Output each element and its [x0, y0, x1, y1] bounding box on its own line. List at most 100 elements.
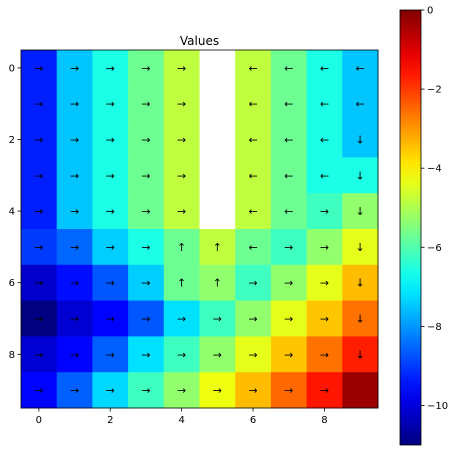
heatmap-cell	[342, 121, 379, 158]
heatmap-cell	[128, 336, 165, 373]
x-axis: 0 2 4 6 8	[36, 408, 328, 426]
heatmap-cell	[342, 264, 379, 301]
heatmap-cell	[56, 264, 93, 301]
x-tick-label: 8	[321, 415, 327, 426]
heatmap-cell	[56, 336, 93, 373]
policy-arrow: →	[106, 205, 115, 218]
heatmap-cell	[235, 121, 272, 158]
heatmap-cell	[21, 229, 58, 266]
heatmap-cell	[306, 50, 343, 87]
policy-arrow: →	[284, 313, 293, 326]
policy-arrow: →	[34, 62, 43, 75]
heatmap-cell	[270, 336, 307, 373]
policy-arrow: ←	[284, 98, 293, 111]
y-tick-label: 4	[9, 207, 15, 218]
heatmap-cell	[235, 193, 272, 230]
heatmap-cell	[306, 157, 343, 194]
policy-arrow: →	[320, 205, 329, 218]
heatmap-cell	[270, 300, 307, 337]
heatmap-cell	[199, 264, 236, 301]
policy-arrow: →	[34, 384, 43, 397]
heatmap-cell	[163, 50, 200, 87]
policy-arrow: →	[248, 384, 257, 397]
policy-arrow: →	[177, 169, 186, 182]
policy-arrow: →	[34, 205, 43, 218]
policy-arrow: →	[106, 134, 115, 147]
heatmap-cell	[163, 85, 200, 122]
policy-arrow: →	[248, 348, 257, 361]
policy-arrow: →	[70, 62, 79, 75]
y-tick-label: 2	[9, 135, 15, 146]
policy-arrow: →	[177, 384, 186, 397]
policy-arrow: →	[70, 313, 79, 326]
heatmap-cell	[21, 264, 58, 301]
heatmap-cell	[163, 372, 200, 409]
policy-arrow: →	[177, 313, 186, 326]
policy-arrow: →	[70, 348, 79, 361]
heatmap-cell	[163, 300, 200, 337]
policy-arrow: →	[177, 348, 186, 361]
policy-arrow: ←	[248, 134, 257, 147]
heatmap-cell	[199, 121, 236, 158]
heatmap-cell	[270, 157, 307, 194]
colorbar	[400, 10, 421, 445]
heatmap-cell	[128, 85, 165, 122]
heatmap-cell	[270, 264, 307, 301]
heatmap-cell	[128, 193, 165, 230]
policy-arrow: ↓	[356, 134, 365, 147]
policy-arrow: →	[213, 313, 222, 326]
policy-arrow: →	[70, 169, 79, 182]
policy-arrow: ←	[248, 62, 257, 75]
policy-arrow: ←	[320, 98, 329, 111]
policy-arrow: →	[106, 62, 115, 75]
heatmap-cell	[270, 50, 307, 87]
colorbar-tick-label: −8	[427, 322, 442, 333]
policy-arrow: →	[320, 277, 329, 290]
heatmap-cell	[270, 121, 307, 158]
policy-arrow: →	[106, 241, 115, 254]
policy-arrow: ↑	[177, 241, 186, 254]
heatmap-cell	[306, 229, 343, 266]
policy-arrow: →	[141, 62, 150, 75]
policy-arrow: →	[34, 169, 43, 182]
heatmap-cell	[92, 121, 129, 158]
policy-arrow: →	[70, 205, 79, 218]
heatmap-cell	[199, 157, 236, 194]
heatmap-cell	[21, 85, 58, 122]
policy-arrow: ←	[320, 62, 329, 75]
policy-arrow: →	[34, 98, 43, 111]
heatmap-cell	[342, 85, 379, 122]
heatmap-cell	[92, 336, 129, 373]
policy-arrow: →	[141, 98, 150, 111]
policy-arrow: ↓	[356, 348, 365, 361]
colorbar-frame	[399, 9, 422, 446]
policy-arrow: →	[34, 241, 43, 254]
heatmap-cells	[21, 50, 379, 409]
policy-arrow: ↓	[356, 313, 365, 326]
heatmap-cell	[56, 193, 93, 230]
policy-arrow: →	[106, 98, 115, 111]
policy-arrow: ↓	[356, 241, 365, 254]
policy-arrow: ←	[248, 241, 257, 254]
policy-arrow: →	[213, 384, 222, 397]
heatmap-cell	[199, 336, 236, 373]
heatmap-cell	[163, 121, 200, 158]
y-tick-label: 8	[9, 350, 15, 361]
policy-arrow: →	[141, 241, 150, 254]
heatmap-cell	[21, 157, 58, 194]
policy-arrow: →	[70, 384, 79, 397]
colorbar-tick-label: −6	[427, 243, 442, 254]
policy-arrow: ←	[356, 98, 365, 111]
heatmap-cell	[128, 157, 165, 194]
policy-arrow: →	[106, 313, 115, 326]
heatmap-cell	[235, 50, 272, 87]
colorbar-tick-label: −2	[427, 85, 442, 96]
heatmap-cell	[199, 50, 236, 87]
policy-arrow: →	[141, 277, 150, 290]
heatmap-cell	[306, 372, 343, 409]
policy-arrow: →	[106, 384, 115, 397]
heatmap-cell	[128, 229, 165, 266]
policy-arrow: →	[106, 348, 115, 361]
heatmap-cell	[128, 50, 165, 87]
